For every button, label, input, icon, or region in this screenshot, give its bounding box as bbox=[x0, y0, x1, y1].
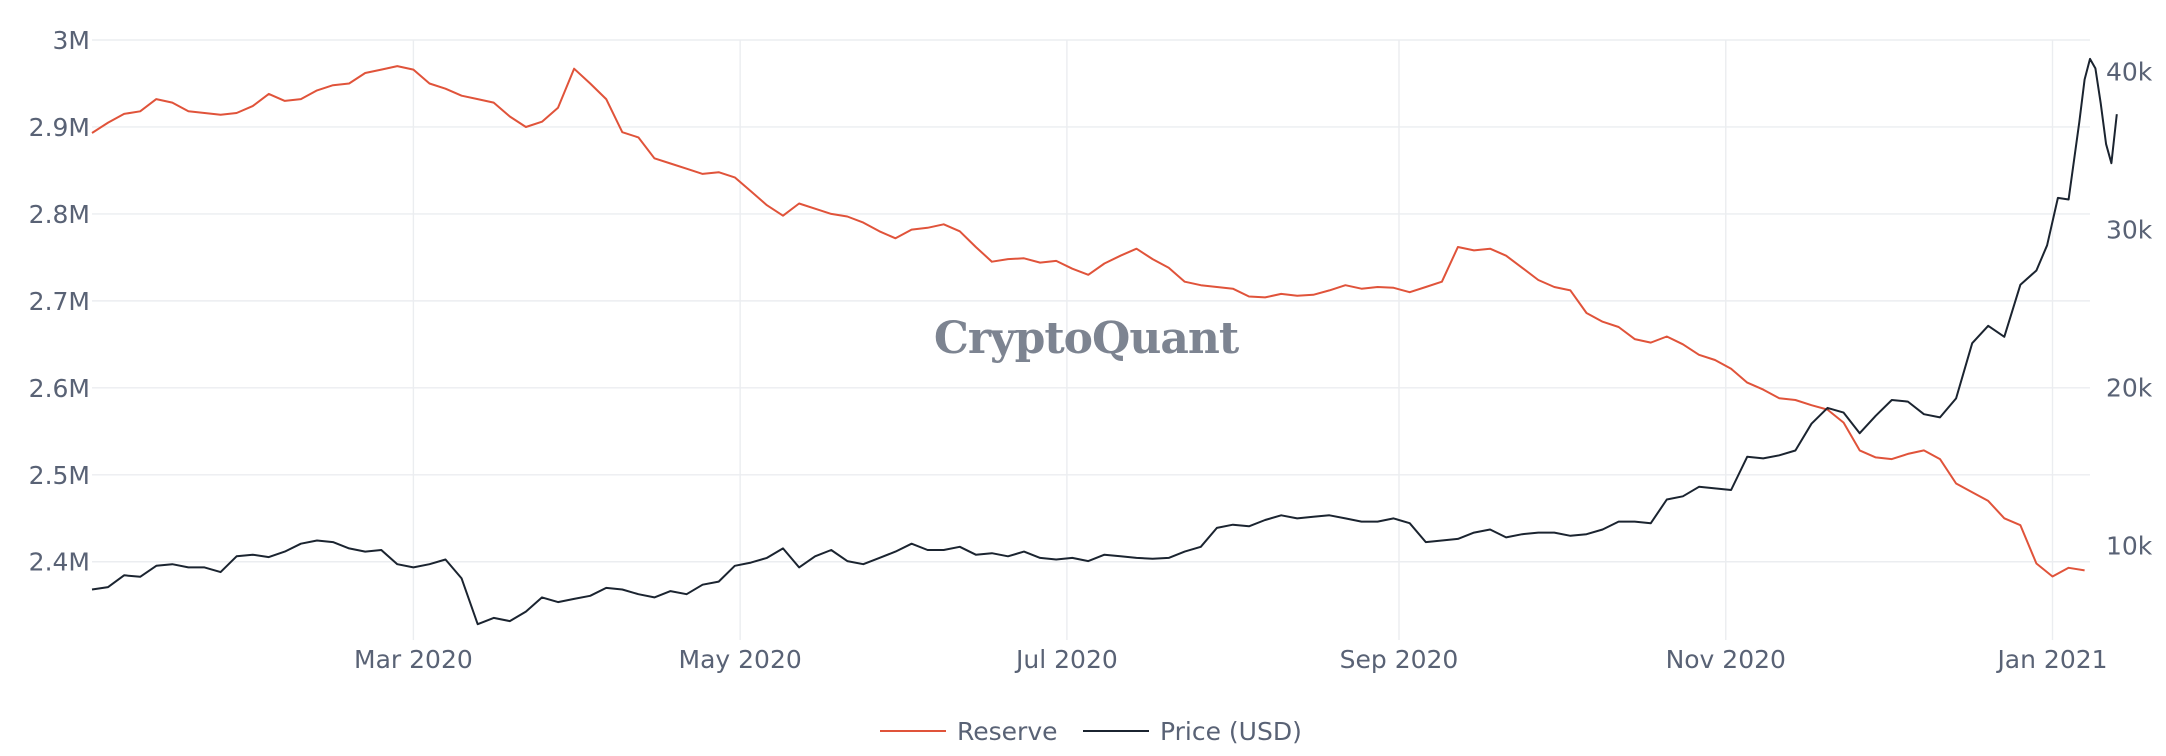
axis-ticks: 2.4M 2.5M 2.6M 2.7M 2.8M 2.9M 3M 10k 20k 30k 40k Ma… bbox=[29, 26, 2153, 674]
y-left-tick-label: 2.4M bbox=[29, 548, 90, 577]
y-left-tick-label: 2.6M bbox=[29, 374, 90, 403]
series-lines bbox=[91, 57, 2118, 626]
x-tick-label: Jul 2020 bbox=[1014, 645, 1118, 674]
y-left-tick-label: 3M bbox=[53, 26, 90, 55]
y-left-tick-label: 2.7M bbox=[29, 287, 90, 316]
legend[interactable]: Reserve Price (USD) bbox=[880, 717, 1302, 746]
watermark: CryptoQuant bbox=[934, 313, 1240, 364]
legend-label: Reserve bbox=[957, 717, 1058, 746]
y-right-tick-label: 10k bbox=[2106, 531, 2153, 560]
x-tick-label: Mar 2020 bbox=[354, 645, 473, 674]
y-left-tick-label: 2.5M bbox=[29, 461, 90, 490]
y-right-tick-label: 20k bbox=[2106, 373, 2153, 402]
x-tick-label: Sep 2020 bbox=[1340, 645, 1459, 674]
reserve-line bbox=[91, 65, 2085, 578]
price-usd-line bbox=[91, 57, 2118, 626]
legend-item-reserve[interactable]: Reserve bbox=[880, 717, 1058, 746]
x-tick-label: Nov 2020 bbox=[1666, 645, 1786, 674]
legend-item-price-usd[interactable]: Price (USD) bbox=[1083, 717, 1302, 746]
y-right-tick-label: 30k bbox=[2106, 215, 2153, 244]
y-right-tick-label: 40k bbox=[2106, 58, 2153, 87]
x-tick-label: May 2020 bbox=[679, 645, 802, 674]
y-left-tick-label: 2.8M bbox=[29, 200, 90, 229]
legend-label: Price (USD) bbox=[1160, 717, 1302, 746]
y-left-tick-label: 2.9M bbox=[29, 113, 90, 142]
x-tick-label: Jan 2021 bbox=[1995, 645, 2107, 674]
grid-lines bbox=[92, 39, 2090, 640]
